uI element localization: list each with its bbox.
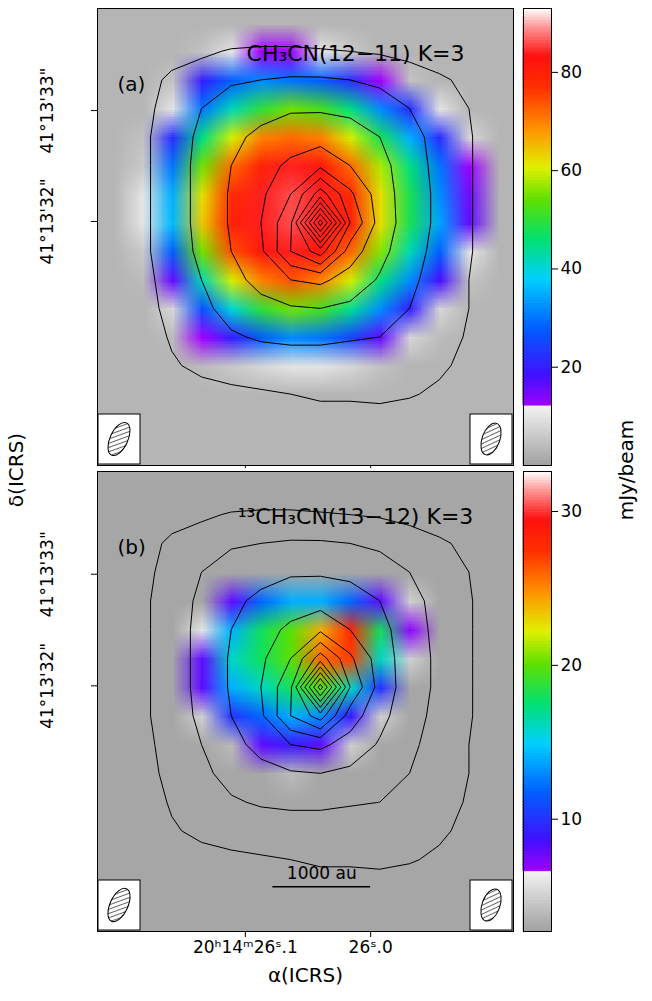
svg-text:(b): (b): [118, 535, 146, 559]
svg-text:41°13'32": 41°13'32": [37, 643, 57, 729]
svg-text:41°13'33": 41°13'33": [37, 531, 57, 617]
svg-text:41°13'33": 41°13'33": [37, 68, 57, 154]
svg-text:40: 40: [561, 258, 583, 278]
svg-text:41°13'32": 41°13'32": [37, 179, 57, 265]
svg-text:α(ICRS): α(ICRS): [268, 963, 343, 987]
svg-text:1000 au: 1000 au: [287, 863, 357, 883]
svg-text:30: 30: [561, 501, 583, 521]
svg-text:CH₃CN(12−11) K=3: CH₃CN(12−11) K=3: [247, 41, 465, 66]
svg-text:10: 10: [561, 809, 583, 829]
svg-text:80: 80: [561, 62, 583, 82]
svg-text:26ˢ.0: 26ˢ.0: [349, 937, 393, 957]
svg-text:20: 20: [561, 357, 583, 377]
svg-text:(a): (a): [118, 72, 146, 96]
svg-text:20: 20: [561, 655, 583, 675]
svg-text:¹³CH₃CN(13−12) K=3: ¹³CH₃CN(13−12) K=3: [238, 504, 474, 529]
svg-text:60: 60: [561, 160, 583, 180]
html-text:δ(ICRS): δ(ICRS): [4, 432, 28, 508]
html-text:mJy/beam: mJy/beam: [614, 419, 638, 521]
svg-text:20ʰ14ᵐ26ˢ.1: 20ʰ14ᵐ26ˢ.1: [193, 937, 298, 957]
